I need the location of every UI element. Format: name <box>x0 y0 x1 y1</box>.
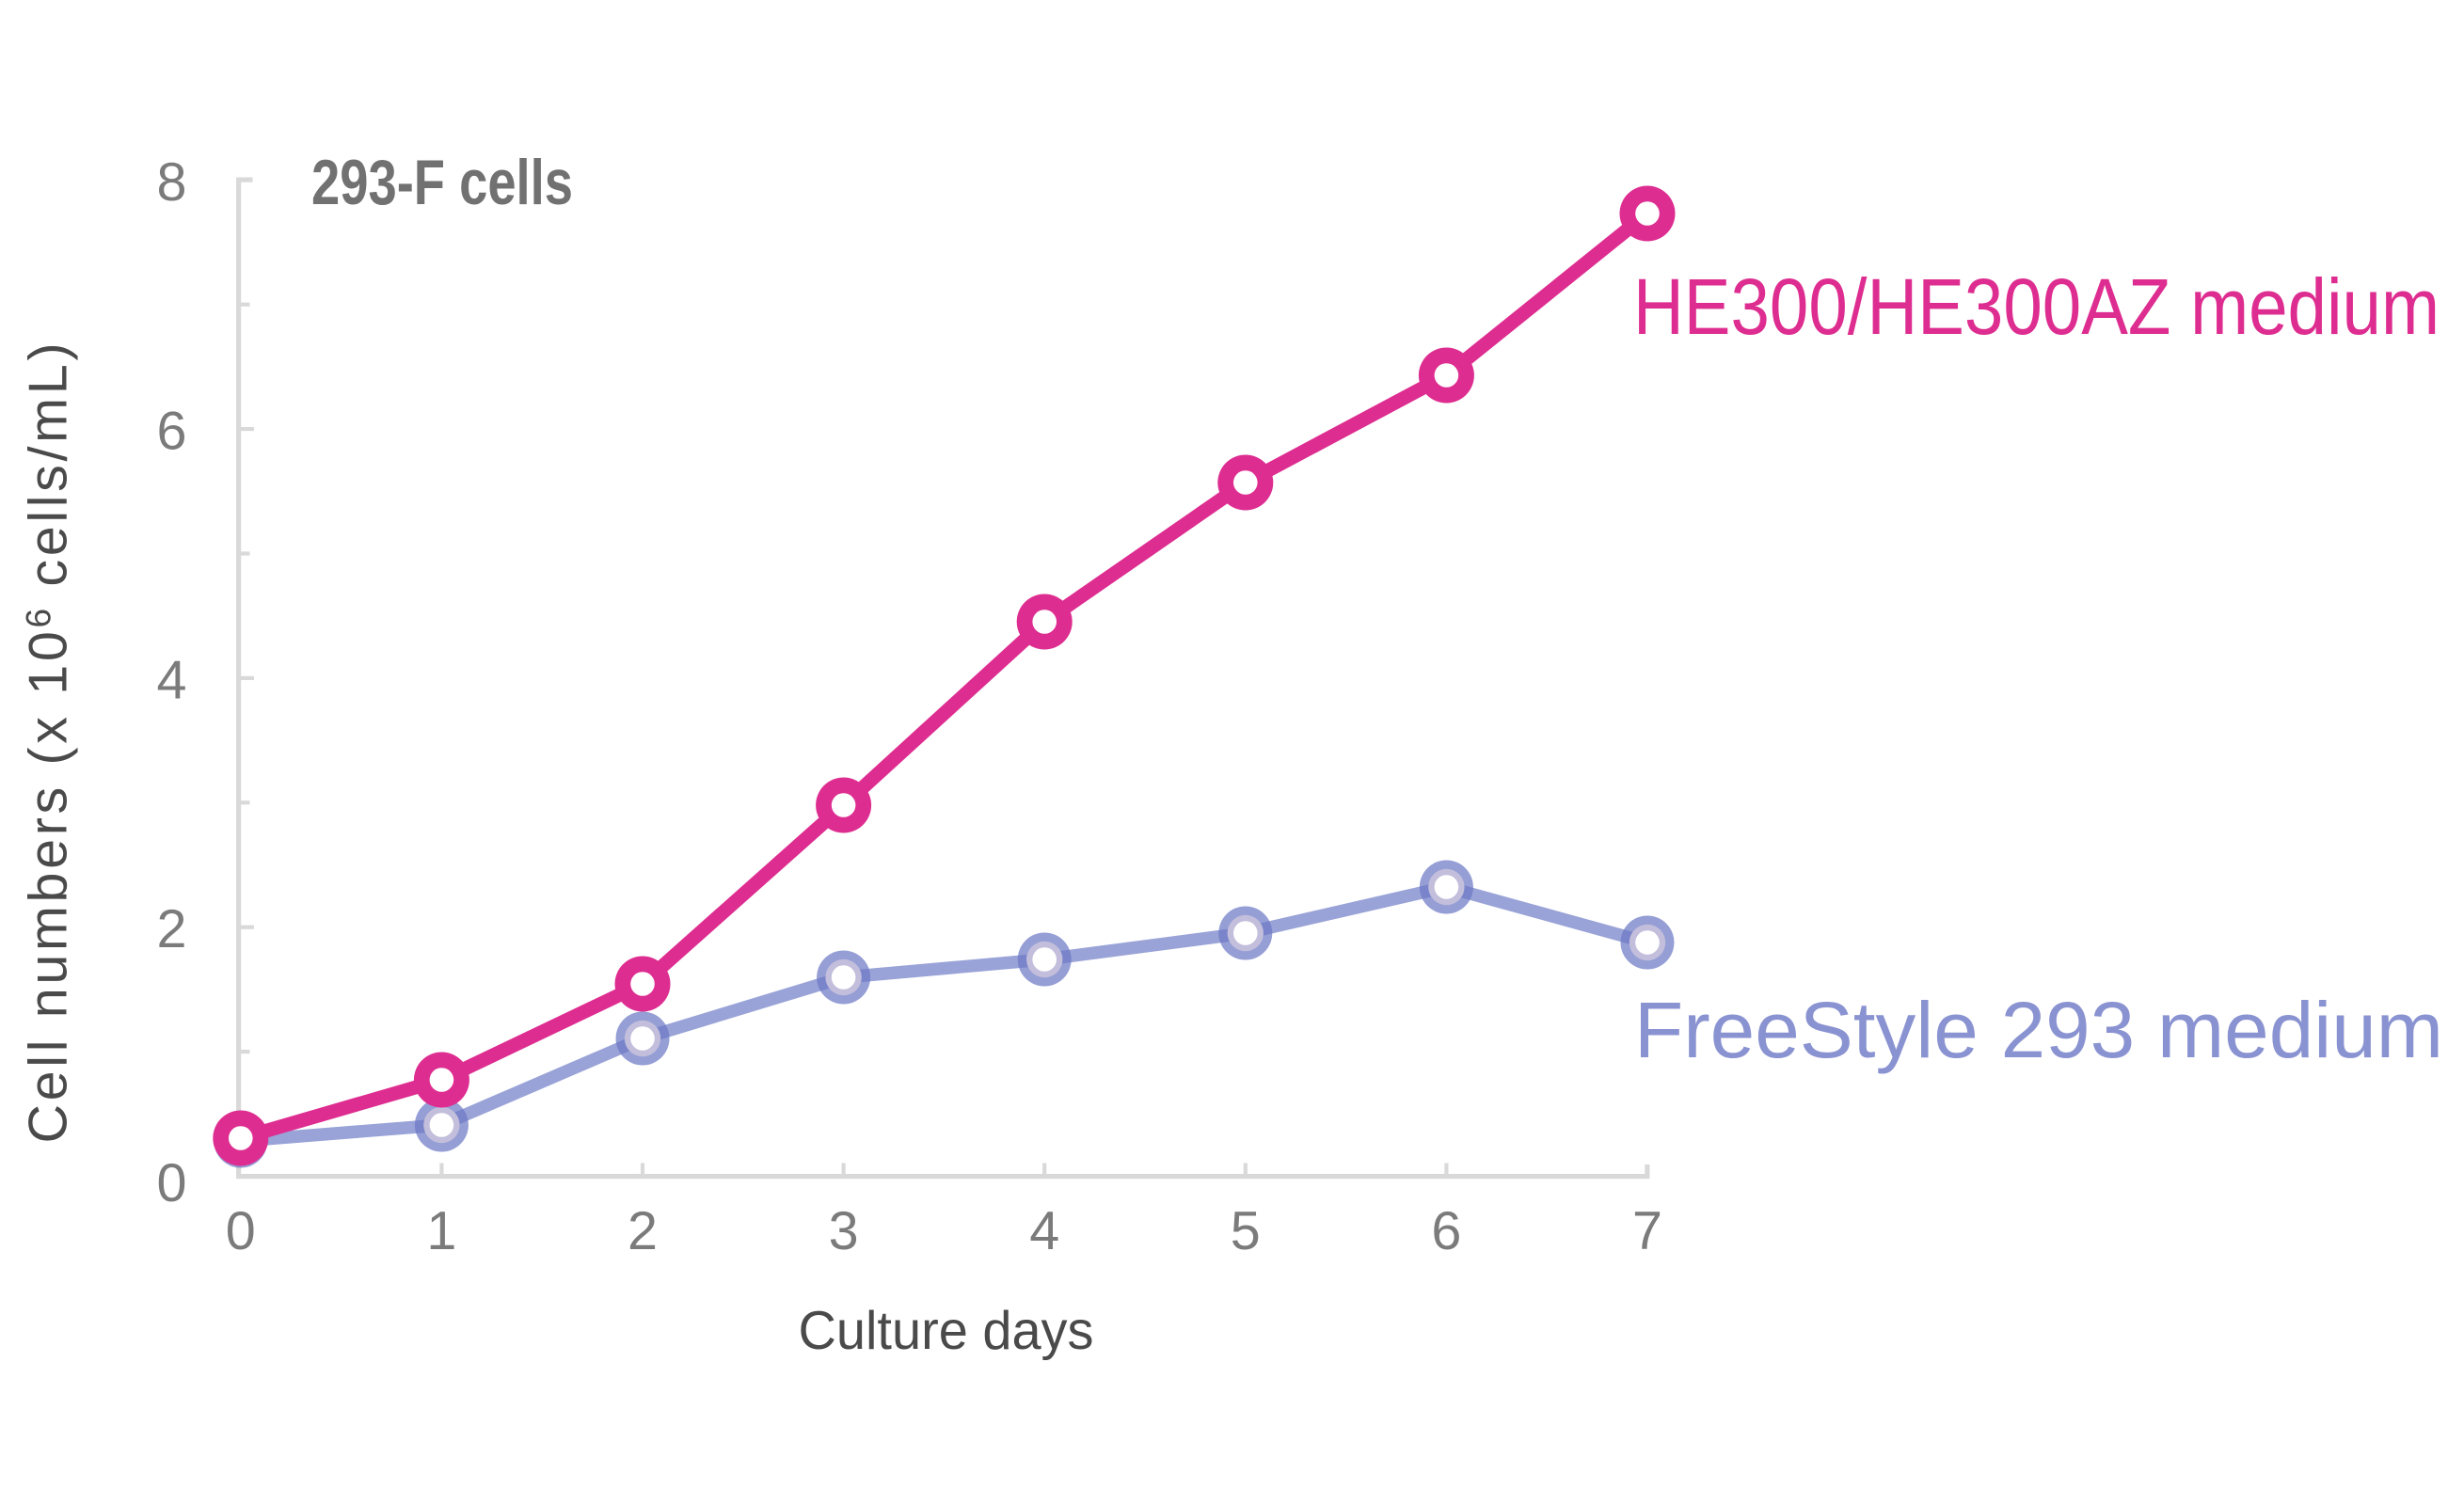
svg-text:6: 6 <box>1431 1201 1461 1261</box>
svg-text:4: 4 <box>157 650 187 710</box>
svg-text:4: 4 <box>1029 1201 1059 1261</box>
svg-text:HE300/HE300AZ medium: HE300/HE300AZ medium <box>1633 262 2440 351</box>
svg-text:3: 3 <box>829 1201 859 1261</box>
svg-text:Cell numbers (x 106 cells/mL): Cell numbers (x 106 cells/mL) <box>19 343 79 1144</box>
svg-text:7: 7 <box>1632 1201 1662 1261</box>
svg-text:293-F cells: 293-F cells <box>311 148 573 218</box>
svg-text:5: 5 <box>1231 1201 1261 1261</box>
svg-text:0: 0 <box>157 1153 187 1213</box>
svg-text:2: 2 <box>628 1201 658 1261</box>
svg-text:2: 2 <box>157 899 187 959</box>
svg-text:0: 0 <box>226 1201 256 1261</box>
svg-text:6: 6 <box>157 402 187 462</box>
svg-text:8: 8 <box>157 152 187 213</box>
svg-text:1: 1 <box>426 1201 456 1261</box>
svg-text:Culture days: Culture days <box>799 1301 1094 1361</box>
svg-text:FreeStyle 293 medium: FreeStyle 293 medium <box>1634 986 2443 1074</box>
